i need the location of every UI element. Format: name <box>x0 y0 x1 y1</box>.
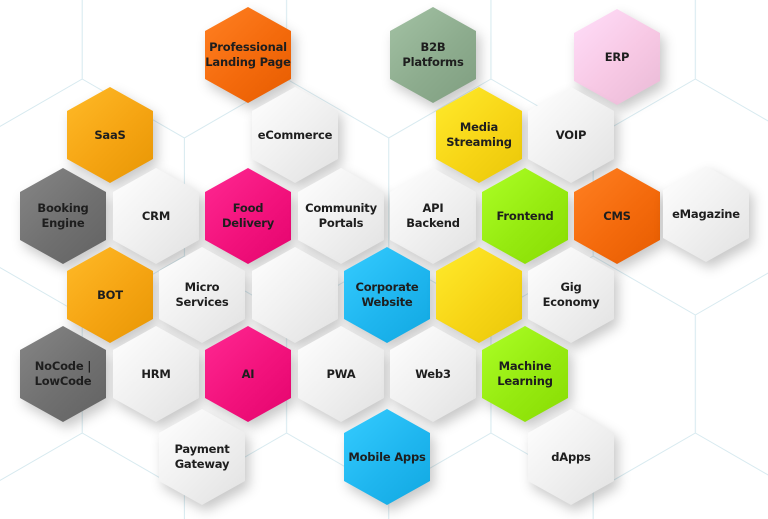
hex-label: NoCode | LowCode <box>34 359 92 388</box>
hex-tile-micro-services: Micro Services <box>159 247 245 343</box>
hex-tile-machine-learning: Machine Learning <box>482 326 568 422</box>
hex-label: CMS <box>603 208 631 223</box>
hex-label: eCommerce <box>257 127 333 142</box>
hex-tile-mobile-apps: Mobile Apps <box>344 409 430 505</box>
hex-tile-saas: SaaS <box>67 87 153 183</box>
hex-tile-emagazine: eMagazine <box>663 166 749 262</box>
hexagon: Booking Engine <box>20 168 106 264</box>
hex-label: API Backend <box>406 201 460 230</box>
hexagon: eCommerce <box>252 87 338 183</box>
hex-tile-payment-gateway: Payment Gateway <box>159 409 245 505</box>
hex-tile-nocode-lowcode: NoCode | LowCode <box>20 326 106 422</box>
hex-label: Food Delivery <box>221 201 275 230</box>
hex-label: B2B Platforms <box>402 40 464 69</box>
hex-label: Mobile Apps <box>348 449 426 464</box>
hexagon: B2B Platforms <box>390 7 476 103</box>
hexagon <box>436 247 522 343</box>
hex-tile-bot: BOT <box>67 247 153 343</box>
hex-tile-booking-engine: Booking Engine <box>20 168 106 264</box>
hexagon: dApps <box>528 409 614 505</box>
hex-tile-hrm: HRM <box>113 326 199 422</box>
hexagon: Corporate Website <box>344 247 430 343</box>
hex-tile-ai: AI <box>205 326 291 422</box>
hex-label: Media Streaming <box>446 120 512 149</box>
hex-label: Corporate Website <box>355 280 419 309</box>
hex-label: HRM <box>141 366 171 381</box>
hex-label: Community Portals <box>305 201 377 230</box>
hex-label: AI <box>241 366 255 381</box>
hex-label: eMagazine <box>672 206 740 221</box>
hex-tile-ecommerce: eCommerce <box>252 87 338 183</box>
hex-tile-media-streaming: Media Streaming <box>436 87 522 183</box>
hex-label: Web3 <box>415 366 451 381</box>
hex-label: CRM <box>141 208 171 223</box>
hex-label: BOT <box>97 287 123 302</box>
hexagon: Machine Learning <box>482 326 568 422</box>
hexagon: Mobile Apps <box>344 409 430 505</box>
hexagon: HRM <box>113 326 199 422</box>
hexagon: PWA <box>298 326 384 422</box>
hex-tile-b2b-platforms: B2B Platforms <box>390 7 476 103</box>
hexagon: NoCode | LowCode <box>20 326 106 422</box>
hex-label: ERP <box>604 49 630 64</box>
hexagon: Web3 <box>390 326 476 422</box>
hexagon: eMagazine <box>663 166 749 262</box>
hex-tile-api-backend: API Backend <box>390 168 476 264</box>
hex-tile-blank <box>252 247 338 343</box>
hex-tile-erp: ERP <box>574 9 660 105</box>
hex-tile-pwa: PWA <box>298 326 384 422</box>
hex-label: Machine Learning <box>497 359 553 388</box>
hex-label: Frontend <box>496 208 554 223</box>
hex-tile-crm: CRM <box>113 168 199 264</box>
hexagon: Media Streaming <box>436 87 522 183</box>
hex-tile-gig-economy: Gig Economy <box>528 247 614 343</box>
hexagon: Community Portals <box>298 168 384 264</box>
hex-tile-voip: VOIP <box>528 87 614 183</box>
hex-tile-dapps: dApps <box>528 409 614 505</box>
hexagon <box>252 247 338 343</box>
hexagon: AI <box>205 326 291 422</box>
hex-label: Professional Landing Page <box>205 40 291 69</box>
hex-label: Booking Engine <box>37 201 89 230</box>
hex-label: VOIP <box>555 127 587 142</box>
hex-label: Gig Economy <box>542 280 600 309</box>
hex-label: PWA <box>326 366 356 381</box>
hex-label: dApps <box>551 449 591 464</box>
hex-tile-cms: CMS <box>574 168 660 264</box>
hex-tile-food-delivery: Food Delivery <box>205 168 291 264</box>
hexagon: API Backend <box>390 168 476 264</box>
hex-tile-professional-landing-page: Professional Landing Page <box>205 7 291 103</box>
hex-tile-web3: Web3 <box>390 326 476 422</box>
hex-tile-frontend: Frontend <box>482 168 568 264</box>
hex-label: Micro Services <box>175 280 229 309</box>
hex-tile-corporate-website: Corporate Website <box>344 247 430 343</box>
hexagon: Payment Gateway <box>159 409 245 505</box>
hex-tile-community-portals: Community Portals <box>298 168 384 264</box>
hex-label: Payment Gateway <box>174 442 230 471</box>
hex-tile-blank <box>436 247 522 343</box>
hex-label: SaaS <box>94 127 126 142</box>
